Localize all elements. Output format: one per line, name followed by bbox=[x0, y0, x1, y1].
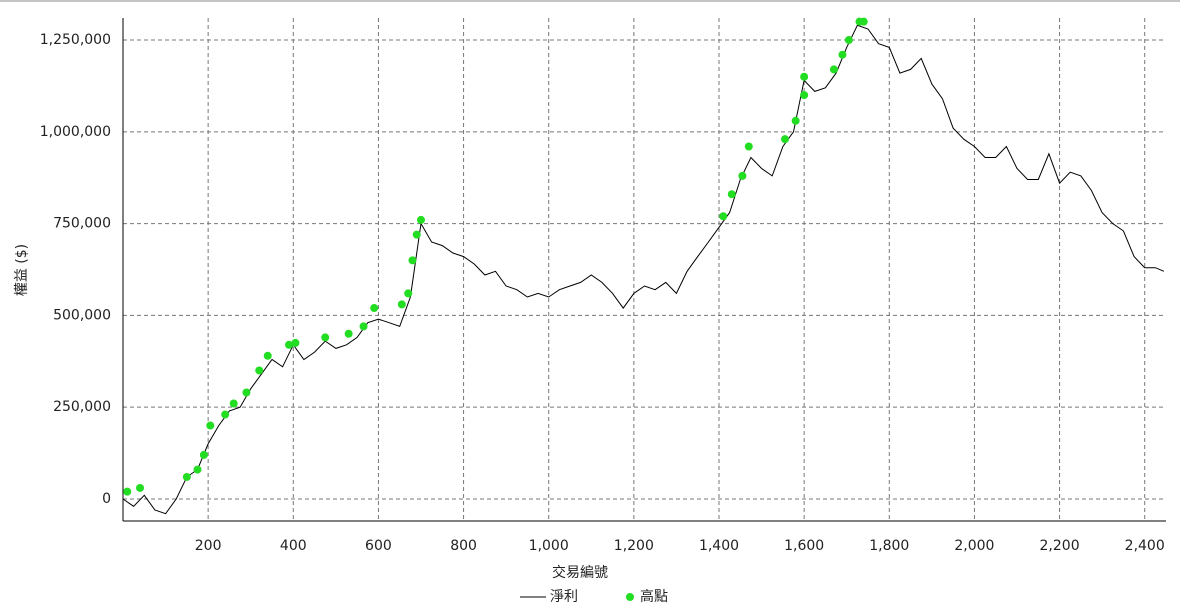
high-point bbox=[844, 36, 853, 45]
x-tick-label: 1,600 bbox=[784, 538, 824, 554]
y-tick-label: 250,000 bbox=[53, 399, 111, 415]
y-tick-label: 1,250,000 bbox=[40, 32, 111, 48]
legend-label: 高點 bbox=[640, 588, 668, 605]
x-tick-label: 2,200 bbox=[1040, 538, 1080, 554]
y-axis-label: 權益 ($) bbox=[14, 244, 30, 296]
x-tick-label: 1,200 bbox=[614, 538, 654, 554]
high-point bbox=[123, 487, 132, 496]
high-point bbox=[800, 72, 809, 81]
high-point bbox=[738, 171, 747, 180]
x-tick-label: 400 bbox=[280, 538, 307, 554]
high-point bbox=[859, 17, 868, 26]
equity-line bbox=[122, 24, 1165, 515]
high-point bbox=[780, 135, 789, 144]
high-point bbox=[344, 329, 353, 338]
high-point bbox=[838, 50, 847, 59]
high-point bbox=[412, 230, 421, 239]
high-point bbox=[397, 300, 406, 309]
high-point bbox=[370, 304, 379, 313]
legend-label: 淨利 bbox=[550, 589, 578, 605]
high-point bbox=[744, 142, 753, 151]
high-point bbox=[255, 366, 264, 375]
high-point bbox=[136, 483, 145, 492]
high-point bbox=[321, 333, 330, 342]
legend-dot bbox=[626, 593, 634, 601]
high-point bbox=[285, 340, 294, 349]
high-point bbox=[359, 322, 368, 331]
high-point bbox=[791, 116, 800, 125]
high-point bbox=[182, 472, 191, 481]
x-tick-label: 200 bbox=[195, 538, 222, 554]
high-point bbox=[727, 190, 736, 199]
high-point bbox=[221, 410, 230, 419]
y-tick-label: 750,000 bbox=[53, 216, 111, 232]
x-tick-label: 2,000 bbox=[954, 538, 994, 554]
x-tick-label: 1,000 bbox=[529, 538, 569, 554]
high-point bbox=[291, 338, 300, 347]
high-point bbox=[199, 450, 208, 459]
high-point bbox=[242, 388, 251, 397]
high-point bbox=[206, 421, 215, 430]
high-point bbox=[800, 91, 809, 100]
y-tick-label: 0 bbox=[102, 491, 111, 507]
x-tick-label: 800 bbox=[450, 538, 477, 554]
high-point bbox=[719, 212, 728, 221]
x-tick-label: 1,400 bbox=[699, 538, 739, 554]
x-tick-label: 600 bbox=[365, 538, 392, 554]
high-point bbox=[229, 399, 238, 408]
high-point bbox=[193, 465, 202, 474]
x-tick-label: 2,400 bbox=[1125, 538, 1165, 554]
high-point bbox=[263, 351, 272, 360]
high-point bbox=[417, 215, 425, 224]
x-tick-label: 1,800 bbox=[869, 538, 909, 554]
x-axis-label: 交易編號 bbox=[552, 564, 608, 581]
y-tick-label: 500,000 bbox=[53, 307, 111, 323]
high-point bbox=[829, 65, 838, 74]
y-tick-label: 1,000,000 bbox=[40, 124, 111, 140]
high-point bbox=[404, 289, 413, 298]
high-point bbox=[408, 256, 417, 265]
